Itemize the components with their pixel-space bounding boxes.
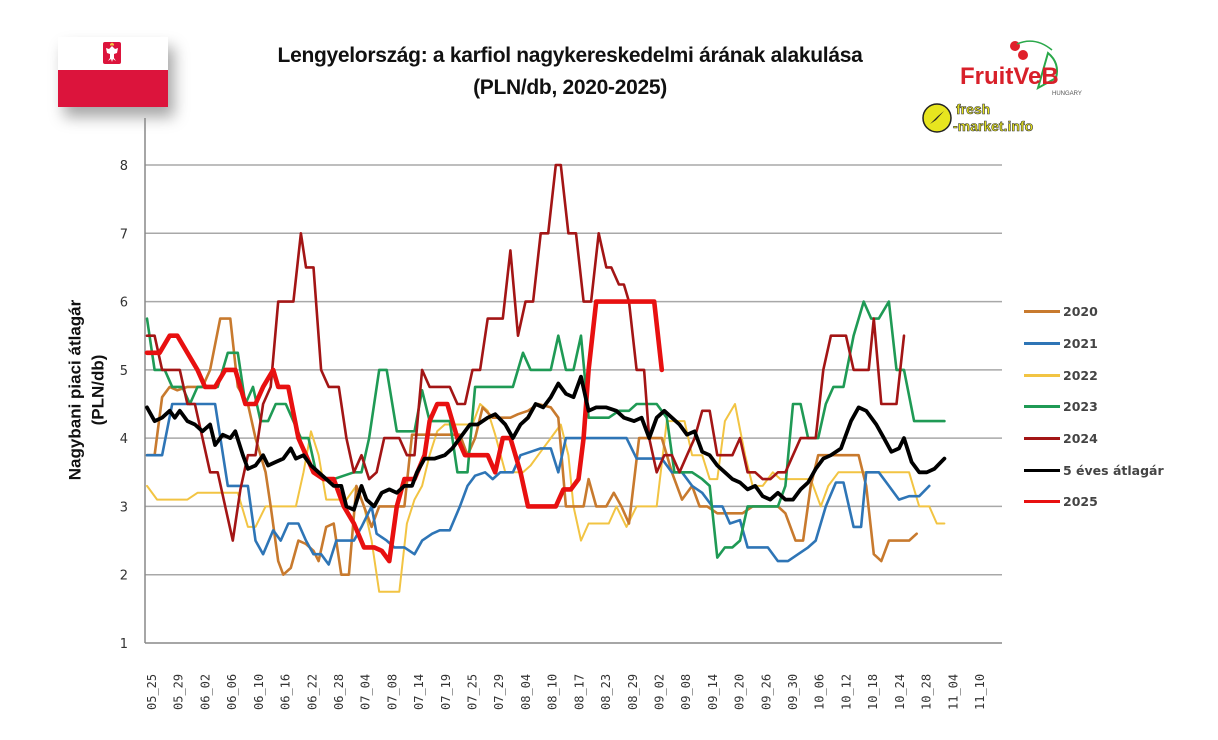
y-tick-label: 1: [120, 637, 128, 652]
legend-item-2025: 2025: [1024, 486, 1164, 518]
fruitveb-text: FruitVeB: [960, 63, 1059, 90]
x-tick-label: 07_14: [412, 674, 426, 710]
x-tick-label: 09_14: [706, 674, 720, 710]
x-tick-label: 11_04: [946, 674, 960, 710]
logos: FruitVeB HUNGARY fresh -market.info: [920, 38, 1090, 138]
legend-swatch: [1024, 468, 1060, 472]
y-tick-labels: 1 2 3 4 5 6 7 8: [120, 159, 128, 652]
legend-swatch: [1024, 405, 1060, 409]
y-tick-label: 3: [120, 500, 128, 515]
x-tick-label: 09_26: [759, 674, 773, 710]
y-tick-label: 8: [120, 159, 128, 174]
hungary-text: HUNGARY: [1052, 91, 1082, 97]
legend-label: 2020: [1063, 304, 1098, 320]
x-tick-label: 06_02: [198, 674, 212, 710]
legend-swatch: [1024, 310, 1060, 314]
legend-item-2023: 2023: [1024, 391, 1164, 423]
series-line-2022: [146, 403, 946, 593]
y-axis-title-text: Nagybani piaci átlagár (PLN/db): [65, 299, 107, 480]
legend-label: 2023: [1063, 399, 1098, 415]
market-info-text: -market.info: [953, 118, 1033, 134]
legend-label: 2024: [1063, 431, 1098, 447]
legend-item-avg: 5 éves átlagár: [1024, 454, 1164, 486]
x-tick-label: 07_04: [359, 674, 373, 710]
legend-swatch: [1024, 437, 1060, 441]
legend-item-2021: 2021: [1024, 328, 1164, 360]
legend-item-2024: 2024: [1024, 423, 1164, 455]
cherry-icon: [1018, 50, 1028, 60]
series-line-2020: [145, 317, 918, 576]
x-tick-label: 10_28: [920, 674, 934, 710]
y-axis-title: Nagybani piaci átlagár (PLN/db): [30, 270, 110, 510]
x-tick-label: 08_23: [599, 674, 613, 710]
legend-swatch: [1024, 342, 1060, 346]
x-tick-label: 09_02: [652, 674, 666, 710]
legend-label: 2021: [1063, 336, 1098, 352]
legend-swatch: [1024, 373, 1060, 377]
y-axis-title-line1: Nagybani piaci átlagár: [65, 299, 84, 480]
legend: 2020 2021 2022 2023 2024 5 éves átlagár 2025: [1024, 296, 1164, 518]
flag-white-band: [58, 37, 168, 70]
x-tick-label: 09_20: [733, 674, 747, 710]
freshmarket-logo: fresh -market.info: [922, 101, 1033, 134]
x-tick-label: 07_08: [385, 674, 399, 710]
x-tick-label: 05_25: [145, 674, 159, 710]
series-lines: [144, 163, 947, 593]
x-tick-label: 06_22: [305, 674, 319, 710]
x-tick-label: 10_18: [866, 674, 880, 710]
x-tick-label: 10_12: [839, 674, 853, 710]
y-tick-label: 2: [120, 569, 128, 584]
legend-swatch: [1024, 500, 1060, 504]
series-line-2024: [145, 163, 906, 542]
x-tick-label: 06_10: [252, 674, 266, 710]
y-tick-label: 7: [120, 227, 128, 242]
x-tick-label: 06_16: [279, 674, 293, 710]
y-tick-label: 5: [120, 364, 128, 379]
y-axis-title-line2: (PLN/db): [88, 355, 107, 426]
fresh-text: fresh: [956, 101, 990, 117]
series-line-2021: [145, 402, 931, 566]
x-tick-label: 11_10: [973, 674, 987, 710]
x-tick-label: 06_28: [332, 674, 346, 710]
x-tick-label: 10_24: [893, 674, 907, 710]
eagle-emblem-icon: [103, 42, 121, 64]
legend-label: 2025: [1063, 494, 1098, 510]
x-tick-label: 08_04: [519, 674, 533, 710]
x-tick-label: 07_25: [466, 674, 480, 710]
x-tick-label: 08_17: [572, 674, 586, 710]
axes: [144, 118, 1002, 644]
legend-label: 2022: [1063, 367, 1098, 383]
poland-flag-icon: [58, 37, 168, 107]
x-tick-label: 07_19: [439, 674, 453, 710]
x-tick-label: 09_08: [679, 674, 693, 710]
x-tick-label: 10_06: [813, 674, 827, 710]
x-tick-label: 08_29: [626, 674, 640, 710]
x-tick-label: 09_30: [786, 674, 800, 710]
legend-item-2022: 2022: [1024, 359, 1164, 391]
legend-label: 5 éves átlagár: [1063, 462, 1164, 478]
series-line-avg: [145, 374, 947, 512]
y-tick-label: 6: [120, 296, 128, 311]
x-tick-labels: 05_25 05_29 06_02 06_06 06_10 06_16 06_22 06_28…: [145, 674, 987, 710]
x-tick-label: 05_29: [172, 674, 186, 710]
flag-red-band: [58, 70, 168, 107]
chart-title-line2: (PLN/db, 2020-2025): [473, 76, 667, 99]
x-tick-label: 06_06: [225, 674, 239, 710]
x-tick-label: 08_10: [546, 674, 560, 710]
chart-title: Lengyelország: a karfiol nagykereskedelm…: [190, 40, 950, 104]
legend-item-2020: 2020: [1024, 296, 1164, 328]
fruitveb-logo: FruitVeB HUNGARY: [960, 40, 1082, 97]
y-tick-label: 4: [120, 432, 128, 447]
chart-title-line1: Lengyelország: a karfiol nagykereskedelm…: [277, 44, 863, 67]
series-line-2023: [145, 300, 946, 559]
x-tick-label: 07_29: [492, 674, 506, 710]
